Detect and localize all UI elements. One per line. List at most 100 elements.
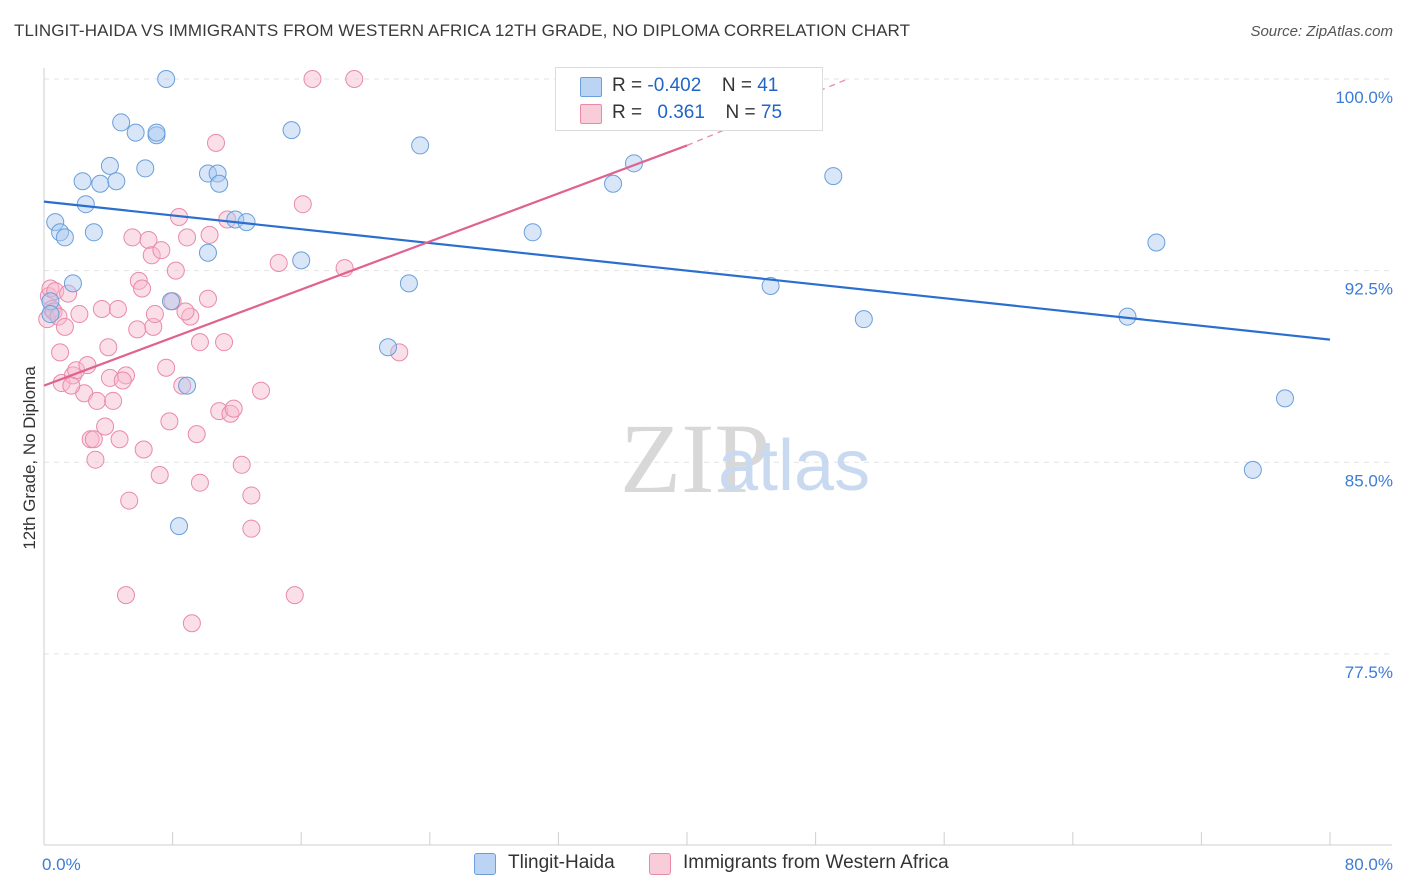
data-point-immigrants xyxy=(88,391,107,410)
data-point-immigrants xyxy=(190,333,209,352)
data-point-immigrants xyxy=(55,317,74,336)
data-point-immigrants xyxy=(242,519,261,538)
data-point-tlingit xyxy=(1147,233,1166,252)
data-point-immigrants xyxy=(123,228,142,247)
legend-label-immigrants: Immigrants from Western Africa xyxy=(683,852,949,873)
data-point-immigrants xyxy=(166,261,185,280)
data-point-immigrants xyxy=(215,333,234,352)
data-point-immigrants xyxy=(252,381,271,400)
legend-r-label: R = xyxy=(612,102,643,123)
data-point-immigrants xyxy=(116,586,135,605)
watermark-atlas: atlas xyxy=(718,426,870,506)
data-point-tlingit xyxy=(107,172,126,191)
data-point-immigrants xyxy=(92,299,111,318)
data-point-tlingit xyxy=(854,310,873,329)
legend-r-value: 0.361 xyxy=(657,102,705,123)
tick-labels: 77.5% 85.0% 92.5% 100.0% 0.0% 80.0% xyxy=(42,88,1393,874)
data-point-tlingit xyxy=(411,136,430,155)
legend-swatch-pink xyxy=(580,104,602,124)
data-point-tlingit xyxy=(282,121,301,140)
data-point-tlingit xyxy=(91,174,110,193)
data-point-tlingit xyxy=(604,174,623,193)
data-point-immigrants xyxy=(104,391,123,410)
data-point-tlingit xyxy=(41,305,60,324)
data-point-tlingit xyxy=(136,159,155,178)
data-point-tlingit xyxy=(399,274,418,293)
legend-n-value: 75 xyxy=(760,102,783,123)
zipatlas-watermark: ZIP atlas xyxy=(620,403,870,514)
data-point-tlingit xyxy=(100,156,119,175)
legend-swatch-blue xyxy=(474,853,496,875)
data-point-tlingit xyxy=(379,338,398,357)
data-point-tlingit xyxy=(112,113,131,132)
data-point-immigrants xyxy=(51,343,70,362)
data-point-immigrants xyxy=(207,133,226,152)
data-point-immigrants xyxy=(173,376,192,395)
data-point-tlingit xyxy=(1243,460,1262,479)
data-point-immigrants xyxy=(390,343,409,362)
legend-swatch-pink xyxy=(649,853,671,875)
y-tick-label: 100.0% xyxy=(1335,88,1393,107)
data-point-immigrants xyxy=(269,253,288,272)
data-point-tlingit xyxy=(51,223,70,242)
data-point-immigrants xyxy=(182,614,201,633)
x-tick-label: 0.0% xyxy=(42,855,81,874)
trend-line-immigrants xyxy=(43,144,688,387)
data-point-immigrants xyxy=(38,310,57,329)
data-point-immigrants xyxy=(113,371,132,390)
data-point-tlingit xyxy=(198,243,217,262)
data-point-tlingit xyxy=(761,276,780,295)
data-point-immigrants xyxy=(210,402,229,421)
data-point-tlingit xyxy=(157,70,176,88)
data-point-immigrants xyxy=(152,241,171,260)
watermark-zip: ZIP xyxy=(620,403,770,514)
data-point-immigrants xyxy=(200,225,219,244)
data-point-tlingit xyxy=(523,223,542,242)
data-point-immigrants xyxy=(221,404,240,423)
data-point-immigrants xyxy=(134,440,153,459)
bottom-legend: Tlingit-Haida Immigrants from Western Af… xyxy=(0,852,1406,878)
chart-title: TLINGIT-HAIDA VS IMMIGRANTS FROM WESTERN… xyxy=(14,21,911,40)
data-point-immigrants xyxy=(62,376,81,395)
data-point-tlingit xyxy=(73,172,92,191)
data-point-immigrants xyxy=(345,70,364,88)
data-point-immigrants xyxy=(242,486,261,505)
legend-r-value: -0.402 xyxy=(647,75,702,96)
y-tick-label: 92.5% xyxy=(1345,280,1393,299)
data-point-tlingit xyxy=(46,213,65,232)
data-point-tlingit xyxy=(824,167,843,186)
data-point-immigrants xyxy=(178,228,197,247)
data-point-tlingit xyxy=(161,292,180,311)
legend-label-tlingit: Tlingit-Haida xyxy=(508,852,615,873)
data-point-immigrants xyxy=(41,279,60,298)
data-point-tlingit xyxy=(178,376,197,395)
y-tick-label: 85.0% xyxy=(1345,471,1393,490)
data-point-immigrants xyxy=(133,279,152,298)
data-point-tlingit xyxy=(1275,389,1294,408)
data-point-immigrants xyxy=(86,450,105,469)
data-point-tlingit xyxy=(63,274,82,293)
data-point-immigrants xyxy=(145,305,164,324)
x-tick-label: 80.0% xyxy=(1345,855,1393,874)
data-point-tlingit xyxy=(76,195,95,214)
data-point-immigrants xyxy=(128,320,147,339)
data-point-tlingit xyxy=(170,517,189,536)
data-point-immigrants xyxy=(190,473,209,492)
data-point-immigrants xyxy=(142,246,161,265)
source-label: Source: ZipAtlas.com xyxy=(1250,23,1393,40)
data-point-immigrants xyxy=(224,399,243,418)
data-point-tlingit xyxy=(210,174,229,193)
data-point-immigrants xyxy=(59,284,78,303)
data-point-tlingit xyxy=(147,123,166,142)
data-point-immigrants xyxy=(44,302,63,321)
legend-swatch-blue xyxy=(580,77,602,97)
data-point-tlingit xyxy=(84,223,103,242)
data-point-immigrants xyxy=(198,289,217,308)
data-point-tlingit xyxy=(226,210,245,229)
data-point-tlingit xyxy=(41,292,60,311)
series-immigrants-points xyxy=(38,70,409,633)
data-point-immigrants xyxy=(150,466,169,485)
axes xyxy=(43,68,1392,846)
data-point-immigrants xyxy=(176,302,195,321)
